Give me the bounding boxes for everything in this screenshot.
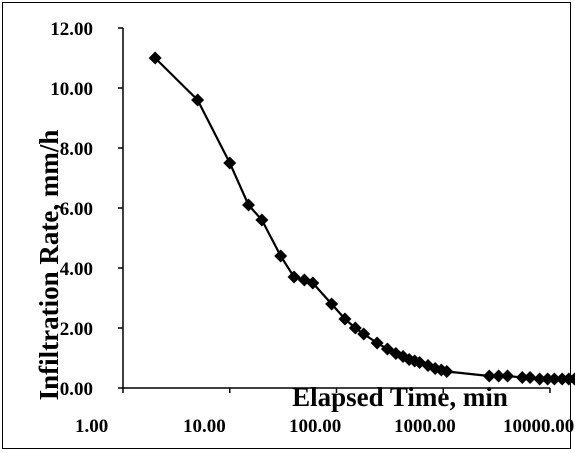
- data-point: [541, 372, 555, 386]
- data-point: [325, 297, 339, 311]
- data-point: [255, 213, 269, 227]
- y-axis-title: Infiltration Rate, mm/h: [34, 130, 64, 401]
- data-point: [370, 336, 384, 350]
- data-point: [338, 312, 352, 326]
- data-point: [555, 372, 569, 386]
- y-ticks: 12.00 10.00 8.00 6.00 4.00 2.00 0.00: [50, 19, 123, 400]
- data-point: [482, 369, 496, 383]
- data-point: [523, 371, 537, 384]
- series-markers: [148, 51, 575, 386]
- y-tick-label: 2.00: [60, 319, 93, 340]
- x-axis-title: Elapsed Time, min: [292, 382, 508, 412]
- x-ticks: 1.00 10.00 100.00 1000.00 10000.00: [75, 388, 574, 437]
- y-tick-label: 8.00: [60, 139, 93, 160]
- x-tick-label: 1000.00: [394, 416, 456, 437]
- series-layer: [148, 51, 575, 386]
- x-tick-label: 10000.00: [503, 416, 574, 437]
- data-point: [191, 93, 205, 107]
- y-tick-label: 10.00: [50, 79, 93, 100]
- data-point: [501, 369, 515, 383]
- axes: [122, 28, 550, 389]
- data-point: [242, 198, 256, 212]
- y-tick-label: 0.00: [60, 379, 93, 400]
- x-tick-label: 10.00: [183, 416, 226, 437]
- data-point: [274, 249, 288, 263]
- data-point: [148, 51, 162, 65]
- data-point: [440, 365, 454, 378]
- data-point: [348, 321, 362, 335]
- y-tick-label: 12.00: [50, 19, 93, 40]
- x-tick-label: 1.00: [75, 416, 108, 437]
- y-tick-label: 6.00: [60, 199, 93, 220]
- data-point: [515, 371, 529, 384]
- data-point: [357, 327, 371, 341]
- data-point: [547, 372, 561, 386]
- x-tick-label: 100.00: [289, 416, 341, 437]
- y-tick-label: 4.00: [60, 259, 93, 280]
- data-point: [287, 270, 301, 284]
- data-point: [306, 276, 320, 290]
- data-point: [568, 372, 575, 386]
- data-point: [223, 156, 237, 170]
- data-point: [492, 369, 506, 383]
- data-point: [533, 372, 547, 386]
